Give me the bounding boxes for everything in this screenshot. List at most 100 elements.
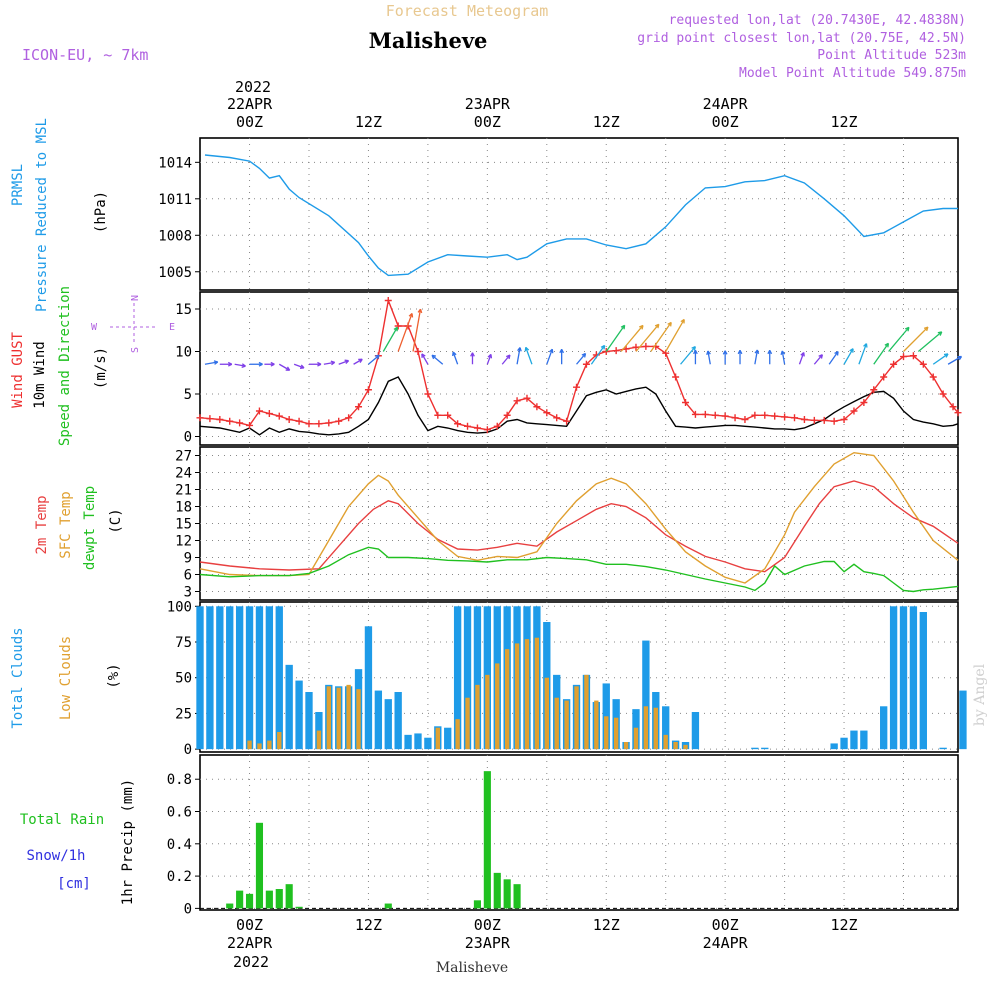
bottom-hour-label: 12Z [593,916,620,934]
low-cloud-bar [663,734,668,750]
gust-marker [751,411,759,419]
wind-arrow [873,342,889,365]
wind-arrow-head [213,360,219,365]
gust-marker [632,343,640,351]
model-label: ICON-EU, ~ 7km [22,46,148,64]
wind-arrow [707,350,711,365]
bottom-hour-label: 12Z [831,916,858,934]
gust-marker [909,352,917,360]
precip-bar [473,900,482,909]
precip-bar [384,903,392,909]
gust-marker [711,411,719,419]
wind-arrow-head [581,352,587,358]
low-cloud-bar [326,686,331,750]
wind-arrow-head [241,363,246,368]
total-cloud-bar [889,606,898,750]
gust-marker [503,411,511,419]
wind-arrow [397,313,413,352]
wind-arrow [452,351,459,365]
temp-unit: (C) [108,508,124,533]
wind-arrow [412,309,422,352]
gust-marker [949,403,957,411]
gust-marker [820,416,828,424]
sfc-temp-line [199,451,959,584]
precip-bar [513,884,521,909]
total-cloud-bar [255,606,264,750]
gust-marker [870,386,878,394]
wind-arrow-head [923,326,929,332]
wind-speed-line [199,376,959,436]
wind-arrow [525,347,533,365]
y-tick-label: 25 [175,706,192,722]
point-altitude: Point Altitude 523m [817,48,966,63]
low-cloud-bar [475,684,480,750]
wind-arrow-head [227,361,233,367]
low-cloud-bar [633,727,639,750]
wind-arrow [501,354,511,365]
total-cloud-bar [691,712,700,750]
wind-arrow [338,360,349,365]
wind-arrow-head [943,353,949,358]
total-cloud-bar [196,606,204,750]
y-tick-label: 1005 [158,265,192,281]
bottom-hour-label: 00Z [236,916,263,934]
top-hour-label: 12Z [355,113,382,131]
dewpt-label: dewpt Temp [82,486,98,570]
wind-arrow-head [431,354,437,360]
wind-arrow-head [800,352,805,357]
wind-arrow-head [600,344,606,350]
low-cloud-bar [554,697,559,750]
wind-arrow [665,319,685,352]
wind-arrow [382,326,398,352]
speed-direction-label: Speed and Direction [57,286,73,446]
total-cloud-bar [840,737,848,750]
y-tick-label: 0.8 [167,772,192,788]
gust-marker [919,360,927,368]
low-cloud-bar [316,730,322,750]
wind-arrow [635,323,660,352]
wind-arrow [620,325,644,352]
wind-arrow [421,353,429,365]
wind-arrow [431,354,444,365]
wind-arrow-head [904,326,910,332]
low-cloud-bar [653,707,658,750]
gust-marker [771,412,779,420]
low-cloud-bar [485,674,490,750]
wind-arrow [368,354,380,365]
requested-coords: requested lon,lat (20.7430E, 42.4838N) [669,13,966,28]
gust-marker [939,390,947,398]
top-date-label: 24APR [703,95,749,113]
total-clouds-label: Total Clouds [10,627,26,728]
gust-label: Wind GUST [10,332,26,408]
panel-frame [199,137,959,291]
gust-marker [533,403,541,411]
bottom-hour-label: 12Z [355,916,382,934]
low-cloud-bar [336,687,341,750]
wind-arrow-head [620,324,626,330]
total-cloud-bar [285,664,293,750]
y-tick-label: 100 [167,599,192,615]
top-date-label: 23APR [465,95,511,113]
low-cloud-bar [534,637,540,750]
wind-arrow-head [767,349,773,355]
wind-arrow [754,349,759,365]
total-cloud-bar [444,727,452,750]
gust-marker [850,407,858,415]
y-tick-label: 1008 [158,228,192,244]
bottom-hour-label: 00Z [474,916,501,934]
gust-marker [900,353,908,361]
wind-arrow-head [937,331,943,336]
y-tick-label: 24 [175,466,192,482]
top-hour-label: 00Z [474,113,501,131]
low-cloud-bar [574,686,579,750]
wind-arrow [828,351,839,365]
total-cloud-bar [830,743,838,750]
bottom-date-label: 23APR [465,934,511,952]
wind-arrow [932,353,949,365]
wind-arrow-head [408,312,414,318]
gust-marker [691,410,699,418]
low-cloud-bar [514,643,520,750]
wind-arrow-head [863,343,868,348]
total-cloud-bar [384,699,392,750]
